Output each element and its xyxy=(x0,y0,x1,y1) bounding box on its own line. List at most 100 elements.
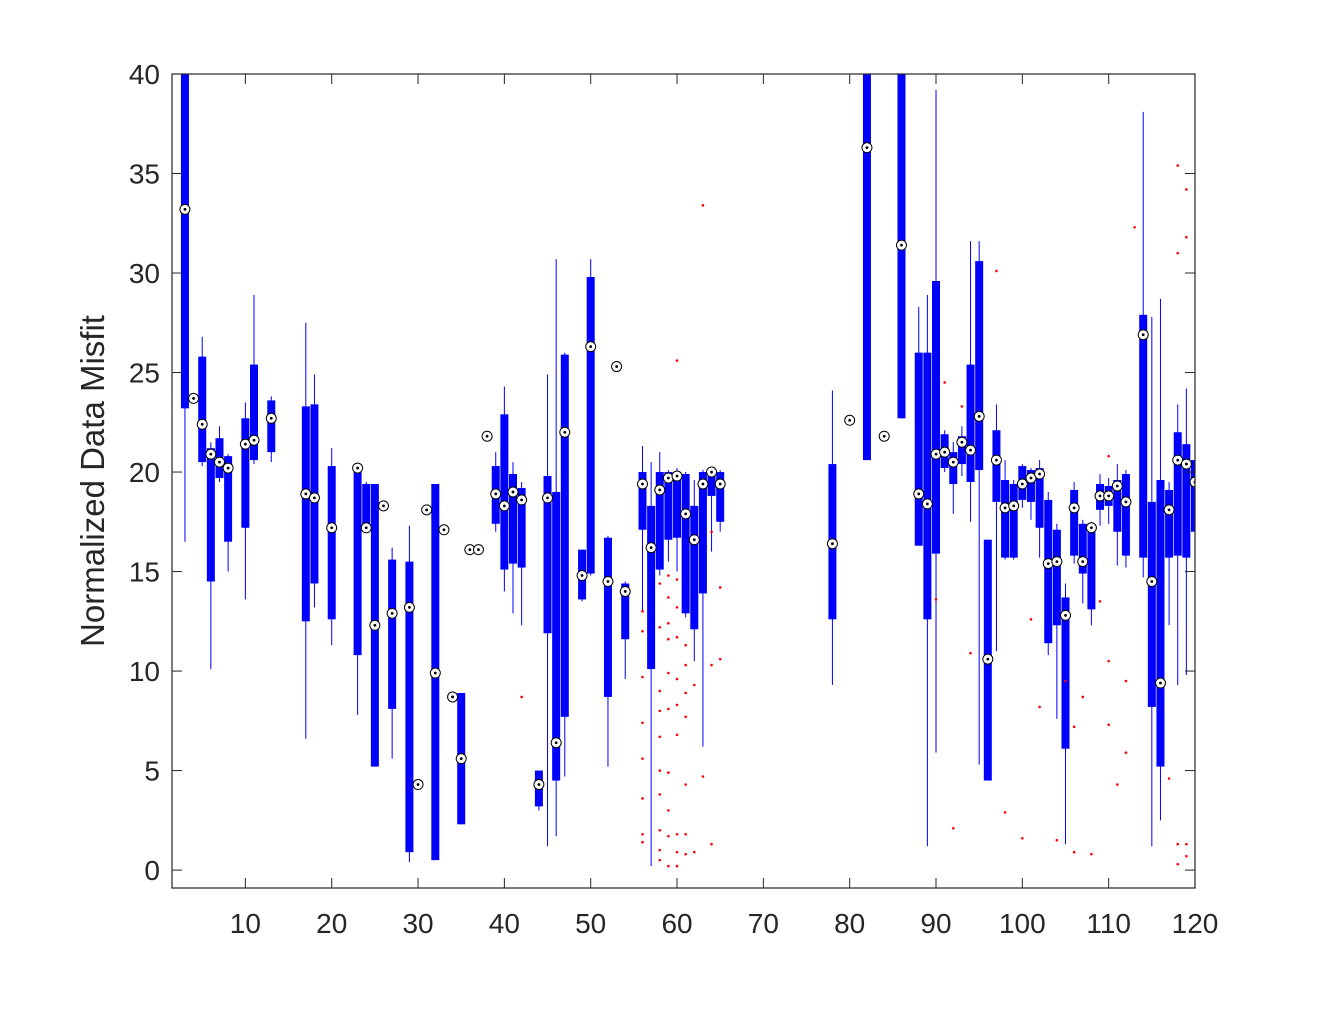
outlier xyxy=(641,721,644,725)
outlier xyxy=(951,826,955,830)
y-tick-label: 25 xyxy=(129,358,160,389)
box xyxy=(405,561,414,853)
outlier xyxy=(684,691,687,695)
axes-box xyxy=(171,73,1196,889)
outlier xyxy=(692,850,696,854)
median-dot xyxy=(520,498,524,502)
median-dot xyxy=(433,671,437,675)
box xyxy=(673,472,682,538)
outlier xyxy=(1176,251,1180,255)
median-dot xyxy=(925,502,929,506)
median-dot xyxy=(977,414,981,418)
outlier xyxy=(684,715,687,719)
outlier xyxy=(675,578,679,581)
outlier xyxy=(1185,842,1188,846)
box xyxy=(388,559,397,709)
box xyxy=(1139,314,1148,558)
box xyxy=(966,364,975,482)
median-dot xyxy=(606,580,610,583)
box xyxy=(1165,489,1174,558)
box xyxy=(180,74,189,409)
median-dot xyxy=(554,741,558,745)
median-dot xyxy=(511,490,515,494)
box xyxy=(353,468,362,656)
y-axis-label: Normalized Data Misfit xyxy=(74,315,111,647)
outlier xyxy=(1029,618,1033,621)
median-dot xyxy=(710,470,713,474)
median-dot xyxy=(200,422,204,426)
median-dot xyxy=(313,496,316,500)
median-dot xyxy=(1159,681,1162,685)
median-dot xyxy=(485,434,489,438)
box xyxy=(949,452,958,484)
outlier xyxy=(1167,777,1171,780)
median-dot xyxy=(917,492,921,496)
box xyxy=(975,261,984,471)
median-dot xyxy=(218,460,221,464)
x-tick-label: 90 xyxy=(920,908,951,939)
outlier xyxy=(969,651,972,655)
median-dot xyxy=(416,783,420,786)
median-dot xyxy=(1107,494,1111,498)
median-dot xyxy=(304,492,308,496)
outlier xyxy=(1107,659,1110,663)
median-dot xyxy=(675,474,679,478)
outlier xyxy=(667,574,670,577)
outlier xyxy=(710,663,713,667)
box xyxy=(1078,523,1087,574)
box xyxy=(932,280,941,554)
plot-area xyxy=(179,74,1195,868)
box xyxy=(681,474,690,614)
outlier xyxy=(667,771,670,774)
box xyxy=(301,406,310,622)
outlier xyxy=(675,733,679,737)
outlier xyxy=(701,204,705,207)
box xyxy=(224,456,233,542)
median-dot xyxy=(865,146,869,150)
outlier xyxy=(675,850,679,854)
x-tick-label: 10 xyxy=(230,908,261,939)
median-dot xyxy=(1029,476,1033,480)
median-dot xyxy=(718,482,722,486)
box xyxy=(1026,470,1035,502)
outlier xyxy=(1021,836,1024,840)
outlier xyxy=(1072,725,1076,729)
outlier xyxy=(641,797,644,800)
median-dot xyxy=(451,695,454,699)
box xyxy=(198,356,207,463)
outlier xyxy=(658,582,662,585)
median-dot xyxy=(649,546,653,550)
median-dot xyxy=(252,438,256,442)
median-dot xyxy=(209,452,213,456)
median-dot xyxy=(442,528,446,532)
x-tick-label: 120 xyxy=(1172,908,1219,939)
outlier xyxy=(1098,600,1102,603)
box xyxy=(560,354,569,717)
median-dot xyxy=(1141,333,1145,337)
outlier xyxy=(1176,164,1180,167)
outlier xyxy=(667,809,670,812)
outlier xyxy=(1176,862,1180,866)
outlier xyxy=(1038,705,1041,709)
y-tick-label: 0 xyxy=(144,855,160,886)
box xyxy=(1147,501,1156,707)
median-dot xyxy=(684,512,688,516)
outlier xyxy=(658,858,662,862)
box xyxy=(500,414,509,570)
box xyxy=(655,472,664,570)
outlier xyxy=(684,783,687,786)
box xyxy=(1087,523,1096,610)
median-dot xyxy=(666,476,670,480)
median xyxy=(1189,476,1195,488)
outlier xyxy=(1003,811,1007,814)
box xyxy=(1113,480,1122,532)
outlier xyxy=(667,707,670,711)
box xyxy=(664,472,673,540)
median-dot xyxy=(183,207,187,211)
median-dot xyxy=(951,460,955,464)
outlier xyxy=(675,635,679,639)
outlier xyxy=(960,405,964,408)
outlier xyxy=(1176,842,1180,846)
y-tick-label: 10 xyxy=(129,656,160,687)
